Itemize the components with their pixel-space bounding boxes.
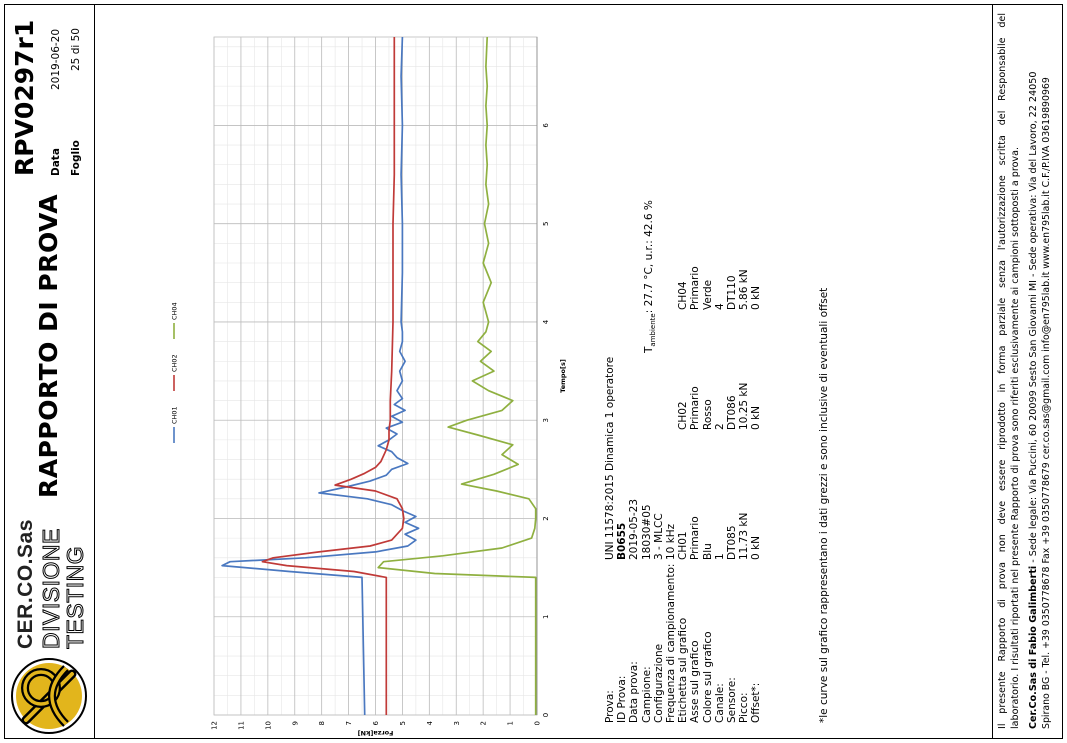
x-tick-label: 2 — [542, 516, 550, 520]
value-offset-ch3: 0 kN — [750, 286, 763, 310]
label-data-prova: Data prova: — [628, 661, 641, 723]
value-asse-ch1: Primario — [689, 516, 702, 560]
label-sensore: Sensore: — [726, 677, 738, 723]
x-tick-label: 0 — [542, 713, 550, 717]
y-tick-label: 10 — [264, 721, 272, 730]
legend-label-ch04: CH04 — [171, 302, 179, 320]
value-canale-ch2: 2 — [713, 423, 726, 430]
value-offset-ch1: 0 kN — [750, 536, 763, 560]
disclaimer-line-2: laboratorio. I risultati riportati nel p… — [1010, 146, 1021, 729]
value-sensore-ch3: DT110 — [726, 275, 738, 310]
series-line-ch01 — [221, 36, 420, 716]
y-tick-label: 1 — [507, 721, 515, 725]
value-configurazione: 3 - MLCC — [652, 513, 665, 560]
y-tick-label: 7 — [345, 721, 353, 725]
y-tick-label: 0 — [534, 721, 542, 725]
sheet-label: Foglio — [70, 140, 82, 176]
chart-footnote: *le curve sul grafico rappresentano i da… — [818, 287, 830, 723]
ambient-subscript: ambiente — [649, 313, 658, 347]
value-asse-ch2: Primario — [689, 386, 702, 430]
value-frequenza: 10 kHz — [665, 523, 677, 560]
brand-line-1: CER.CO.Sas — [14, 519, 37, 649]
ambient-value: : 27.7 °C, u.r.: 42.6 % — [643, 200, 655, 314]
series-line-ch04 — [377, 36, 537, 715]
y-tick-label: 12 — [211, 721, 219, 730]
value-etichetta-ch2: CH02 — [677, 401, 690, 430]
x-tick-label: 4 — [542, 319, 550, 324]
x-tick-label: 6 — [542, 123, 550, 128]
ambient-conditions: Tambiente: 27.7 °C, u.r.: 42.6 % — [643, 200, 657, 353]
sheet-value: 25 di 50 — [70, 28, 82, 71]
date-label: Data — [50, 148, 62, 176]
disclaimer-line-1: Il presente Rapporto di prova non deve e… — [997, 13, 1008, 729]
legend-label-ch01: CH01 — [171, 406, 179, 424]
label-id-prova: ID Prova: — [616, 675, 629, 723]
y-tick-label: 4 — [426, 720, 434, 725]
value-picco-ch3: 5.86 kN — [738, 269, 751, 310]
label-picco: Picco: — [738, 692, 751, 723]
label-configurazione: Configurazione — [652, 643, 665, 723]
label-etichetta: Etichetta sul grafico — [677, 617, 690, 723]
value-colore-ch1: Blu — [701, 543, 714, 560]
y-tick-label: 2 — [480, 721, 488, 725]
value-colore-ch3: Verde — [701, 279, 714, 310]
y-tick-label: 8 — [318, 721, 326, 725]
label-colore: Colore sul grafico — [701, 631, 714, 723]
force-time-chart: 0 1 2 3 4 5 6 0 1 2 3 4 5 6 7 8 9 10 11 12 Tempo[s] Forza[kN]… — [150, 0, 580, 743]
brand-line-3: TESTING — [62, 545, 89, 649]
chart-svg: 01234560123456789101112Tempo[s]Forza[kN]… — [171, 36, 567, 737]
ambient-prefix: T — [643, 346, 655, 353]
value-etichetta-ch1: CH01 — [677, 531, 690, 560]
company-name: Cer.Co.Sas di Fabio Galimberti — [1028, 565, 1039, 729]
label-offset: Offset*: — [750, 682, 763, 723]
company-address-line-1: Cer.Co.Sas di Fabio Galimberti - Sede le… — [1028, 72, 1039, 729]
header-divider — [94, 4, 95, 739]
x-tick-label: 1 — [542, 615, 550, 619]
company-address-line-2: Spirano BG - Tel. +39 0350778678 Fax +39… — [1041, 77, 1052, 729]
value-etichetta-ch3: CH04 — [677, 281, 690, 310]
value-picco-ch2: 10.25 kN — [738, 382, 751, 430]
value-campione: 18030#05 — [640, 504, 653, 560]
y-tick-label: 6 — [372, 720, 380, 725]
value-prova: UNI 11578:2015 Dinamica 1 operatore — [604, 356, 616, 560]
x-tick-label: 3 — [542, 418, 550, 422]
label-campione: Campione: — [640, 666, 653, 723]
value-sensore-ch1: DT085 — [726, 525, 738, 560]
y-tick-label: 3 — [453, 721, 461, 725]
label-prova: Prova: — [604, 690, 616, 723]
x-axis-title: Tempo[s] — [559, 359, 567, 393]
value-asse-ch3: Primario — [689, 266, 702, 310]
value-data-prova: 2019-05-23 — [628, 498, 641, 560]
value-colore-ch2: Rosso — [701, 399, 714, 430]
series-line-ch02 — [261, 37, 405, 715]
label-asse: Asse sul grafico — [689, 640, 702, 723]
value-canale-ch3: 4 — [713, 303, 726, 310]
value-picco-ch1: 11.73 kN — [738, 512, 751, 560]
company-logo — [11, 658, 87, 734]
y-tick-label: 11 — [237, 721, 245, 730]
footer-divider — [992, 4, 993, 739]
address-text-1: - Sede legale: Via Puccini, 60 20099 Ses… — [1028, 71, 1039, 566]
value-sensore-ch2: DT086 — [726, 395, 738, 430]
label-canale: Canale: — [713, 683, 726, 723]
y-axis-title: Forza[kN] — [358, 729, 394, 737]
y-tick-label: 5 — [399, 721, 407, 725]
report-id: RPV0297r1 — [10, 19, 39, 176]
brand-line-2: DIVISIONE — [38, 528, 65, 650]
x-tick-label: 5 — [542, 221, 550, 225]
date-value: 2019-06-20 — [50, 28, 62, 90]
value-canale-ch1: 1 — [713, 553, 726, 560]
y-tick-label: 9 — [291, 721, 299, 725]
label-frequenza: Frequenza di campionamento: — [665, 563, 677, 723]
document-title: RAPPORTO DI PROVA — [34, 193, 63, 498]
legend-label-ch02: CH02 — [171, 354, 179, 372]
value-id-prova: B0655 — [616, 522, 629, 560]
value-offset-ch2: 0 kN — [750, 406, 763, 430]
